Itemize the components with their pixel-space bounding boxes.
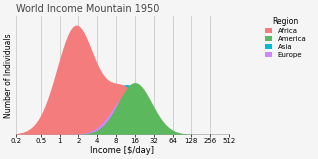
Y-axis label: Number of Individuals: Number of Individuals [4,33,13,118]
Legend: Africa, America, Asia, Europe: Africa, America, Asia, Europe [265,17,307,58]
Text: World Income Mountain 1950: World Income Mountain 1950 [16,4,159,14]
X-axis label: Income [$/day]: Income [$/day] [90,146,155,155]
